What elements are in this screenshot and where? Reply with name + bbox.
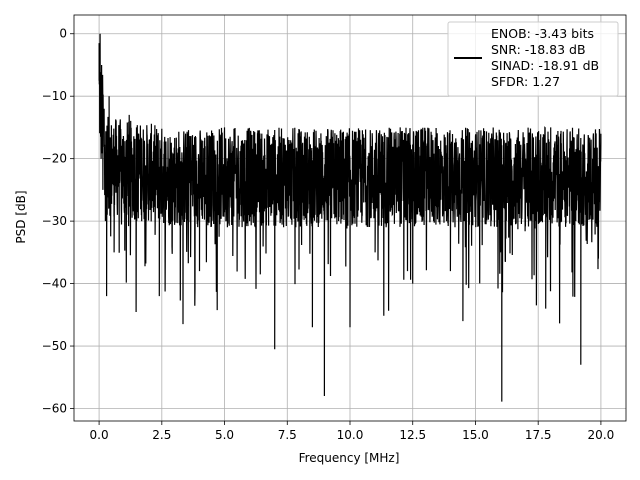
y-tick-label: −20 [42,152,67,166]
x-tick-label: 2.5 [152,428,171,442]
legend-box [447,21,619,97]
psd-trace [98,33,602,402]
y-tick-label: −30 [42,214,67,228]
psd-trace-group [98,33,602,402]
legend-enob: ENOB: -3.43 bits [491,26,594,41]
x-tick-label: 12.5 [399,428,426,442]
y-tick-label: −50 [42,339,67,353]
x-tick-label: 7.5 [278,428,297,442]
legend-snr: SNR: -18.83 dB [491,42,586,57]
x-tick-label: 15.0 [462,428,489,442]
legend-sinad: SINAD: -18.91 dB [491,58,599,73]
x-tick-label: 0.0 [90,428,109,442]
y-axis-label: PSD [dB] [14,190,28,243]
y-tick-label: 0 [59,27,67,41]
y-tick-label: −60 [42,402,67,416]
x-tick-label: 17.5 [525,428,552,442]
ticks: 0.0 2.5 5.0 7.5 10.0 12.5 15.0 17.5 20.0 0 −10 −20 −… [42,27,615,442]
legend-sfdr: SFDR: 1.27 [491,74,560,89]
y-tick-label: −10 [42,89,67,103]
y-tick-label: −40 [42,277,67,291]
x-tick-label: 10.0 [337,428,364,442]
x-axis-label: Frequency [MHz] [299,451,400,465]
legend: ENOB: -3.43 bits SNR: -18.83 dB SINAD: -… [447,21,619,97]
x-tick-label: 20.0 [588,428,615,442]
x-tick-label: 5.0 [215,428,234,442]
